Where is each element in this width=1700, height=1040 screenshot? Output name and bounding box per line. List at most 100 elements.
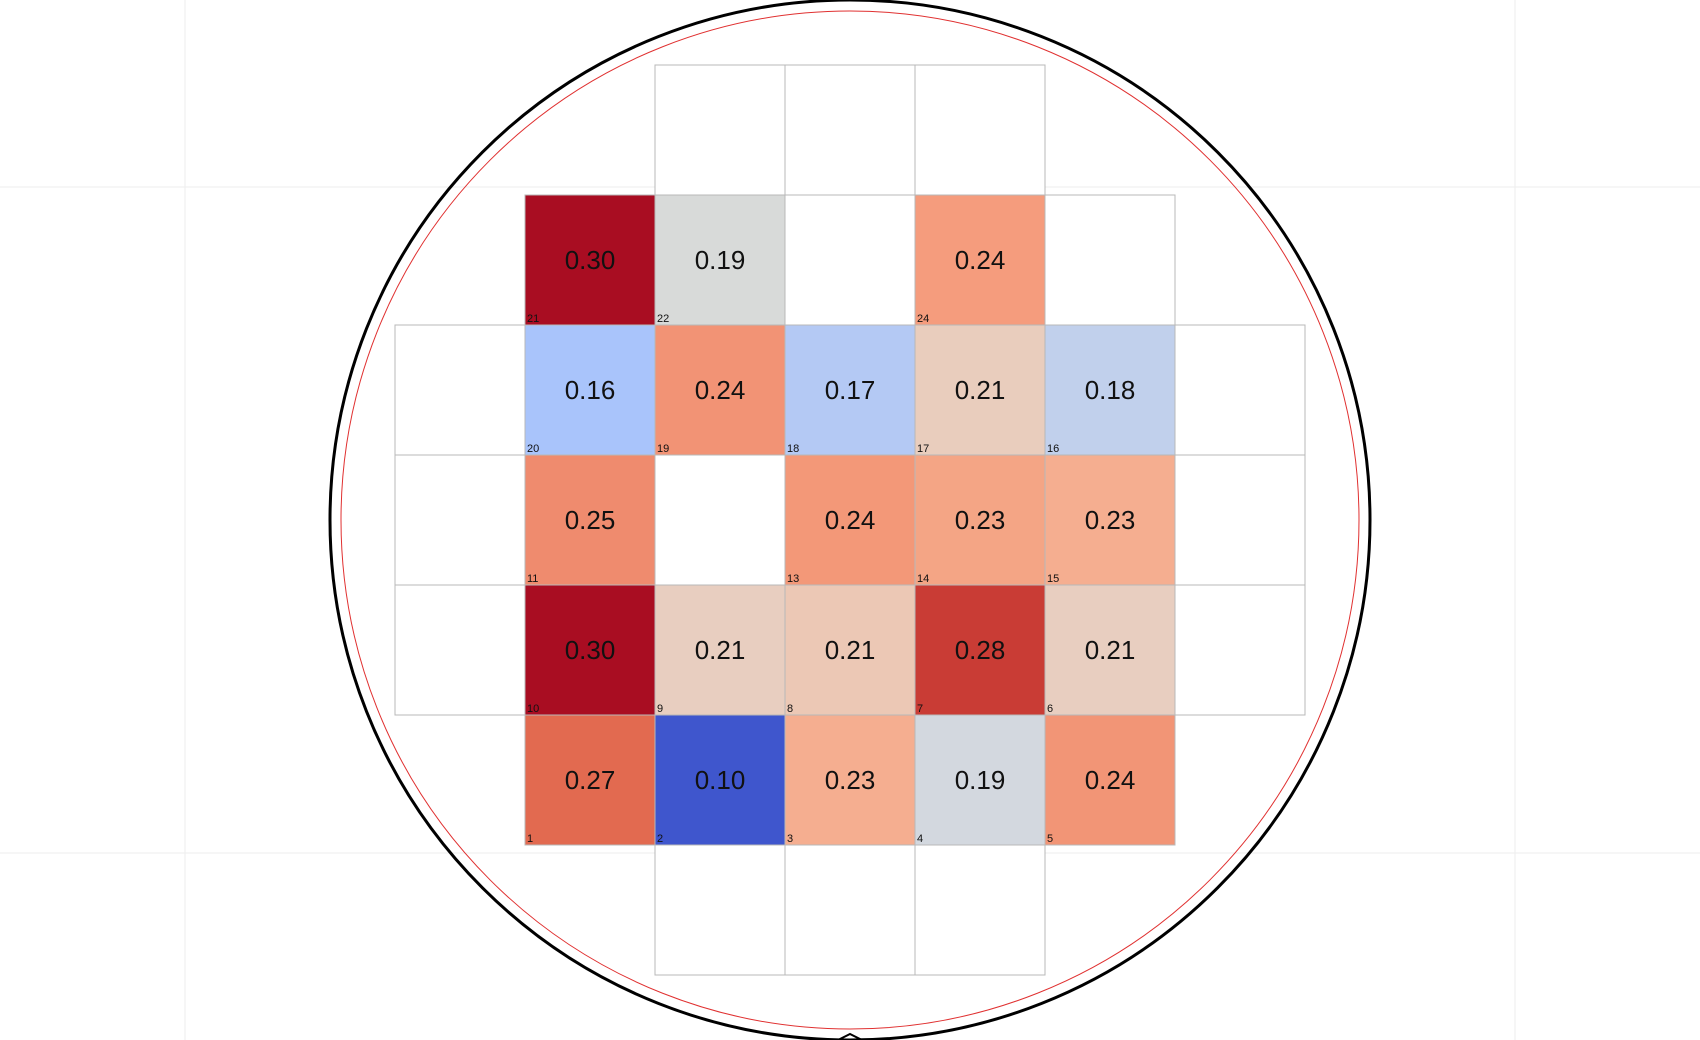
die-cell: 0.25 11	[524, 454, 656, 586]
die-cell: 0.21 6	[1044, 584, 1176, 716]
die-cell: 0.23 3	[784, 714, 916, 846]
die-id-label: 16	[1047, 443, 1059, 455]
die-id-label: 14	[917, 573, 929, 585]
empty-die-cell	[1174, 584, 1306, 716]
die-id-label: 2	[657, 833, 663, 845]
die-id-label: 6	[1047, 703, 1053, 715]
die-cell-fill	[1044, 714, 1176, 846]
wafer-outline	[328, 0, 1372, 1040]
die-cell-fill	[654, 194, 786, 326]
die-value-label: 0.23	[1085, 505, 1136, 535]
die-id-label: 18	[787, 443, 799, 455]
die-value-label: 0.10	[695, 765, 746, 795]
die-id-label: 5	[1047, 833, 1053, 845]
empty-die-cell	[914, 844, 1046, 976]
die-cell: 0.27 1	[524, 714, 656, 846]
die-id-label: 9	[657, 703, 663, 715]
die-cell-fill	[654, 324, 786, 456]
wafer	[328, 0, 1372, 1040]
empty-die-cell	[654, 64, 786, 196]
die-cell: 0.19 22	[654, 194, 786, 326]
die-value-label: 0.16	[565, 375, 616, 405]
die-cell-fill	[914, 454, 1046, 586]
die-id-label: 4	[917, 833, 923, 845]
die-cell: 0.24 19	[654, 324, 786, 456]
die-id-label: 15	[1047, 573, 1059, 585]
die-cell-fill	[914, 584, 1046, 716]
die-value-label: 0.21	[955, 375, 1006, 405]
die-value-label: 0.24	[825, 505, 876, 535]
die-cell-fill	[1044, 454, 1176, 586]
die-value-label: 0.21	[825, 635, 876, 665]
die-cell: 0.24 13	[784, 454, 916, 586]
die-cell-fill	[914, 714, 1046, 846]
die-id-label: 3	[787, 833, 793, 845]
die-cell: 0.17 18	[784, 324, 916, 456]
die-cell-fill	[654, 714, 786, 846]
die-value-label: 0.28	[955, 635, 1006, 665]
die-id-label: 24	[917, 313, 929, 325]
die-value-label: 0.30	[565, 245, 616, 275]
die-cell: 0.18 16	[1044, 324, 1176, 456]
die-value-label: 0.19	[695, 245, 746, 275]
die-value-label: 0.24	[1085, 765, 1136, 795]
die-cell: 0.16 20	[524, 324, 656, 456]
die-cell: 0.24 5	[1044, 714, 1176, 846]
empty-die-cell	[394, 454, 526, 586]
die-cell-fill	[784, 454, 916, 586]
die-cell-fill	[524, 714, 656, 846]
empty-die-cell	[784, 194, 916, 326]
empty-die-cell	[1044, 194, 1176, 326]
empty-die-cell	[394, 324, 526, 456]
empty-die-cell	[784, 64, 916, 196]
die-cell-fill	[1044, 324, 1176, 456]
die-cell-fill	[524, 194, 656, 326]
die-value-label: 0.23	[825, 765, 876, 795]
die-cell-fill	[524, 454, 656, 586]
die-cell: 0.30 10	[524, 584, 656, 716]
die-cell-fill	[784, 324, 916, 456]
die-id-label: 8	[787, 703, 793, 715]
die-cell: 0.21 9	[654, 584, 786, 716]
die-id-label: 19	[657, 443, 669, 455]
die-id-label: 1	[527, 833, 533, 845]
wafer-notch	[837, 1032, 863, 1040]
die-id-label: 7	[917, 703, 923, 715]
die-value-label: 0.18	[1085, 375, 1136, 405]
empty-die-cell	[784, 844, 916, 976]
die-cell: 0.30 21	[524, 194, 656, 326]
die-value-label: 0.19	[955, 765, 1006, 795]
edge-exclusion-ring	[340, 10, 1360, 1030]
die-value-label: 0.23	[955, 505, 1006, 535]
die-id-label: 22	[657, 313, 669, 325]
die-cell: 0.21 17	[914, 324, 1046, 456]
die-cell: 0.23 14	[914, 454, 1046, 586]
die-grid: 0.27 1 0.10 2 0.23 3 0.19 4 0.24 5 0.21 6 0.28 7 0.21 8…	[394, 64, 1306, 976]
die-id-label: 11	[527, 573, 538, 585]
die-value-label: 0.25	[565, 505, 616, 535]
empty-die-cell	[654, 844, 786, 976]
die-value-label: 0.27	[565, 765, 616, 795]
die-value-label: 0.24	[955, 245, 1006, 275]
die-value-label: 0.21	[1085, 635, 1136, 665]
die-cell: 0.28 7	[914, 584, 1046, 716]
die-id-label: 17	[917, 443, 929, 455]
die-cell-fill	[914, 194, 1046, 326]
die-id-label: 10	[527, 703, 539, 715]
die-cell-fill	[784, 584, 916, 716]
die-cell-fill	[524, 324, 656, 456]
die-id-label: 21	[527, 313, 539, 325]
empty-die-cell	[654, 454, 786, 586]
die-cell: 0.19 4	[914, 714, 1046, 846]
die-value-label: 0.30	[565, 635, 616, 665]
empty-die-cell	[1174, 324, 1306, 456]
die-cell-fill	[914, 324, 1046, 456]
die-cell: 0.23 15	[1044, 454, 1176, 586]
empty-die-cell	[914, 64, 1046, 196]
die-value-label: 0.24	[695, 375, 746, 405]
empty-die-cell	[1174, 454, 1306, 586]
die-id-label: 13	[787, 573, 799, 585]
die-cell: 0.21 8	[784, 584, 916, 716]
die-value-label: 0.21	[695, 635, 746, 665]
